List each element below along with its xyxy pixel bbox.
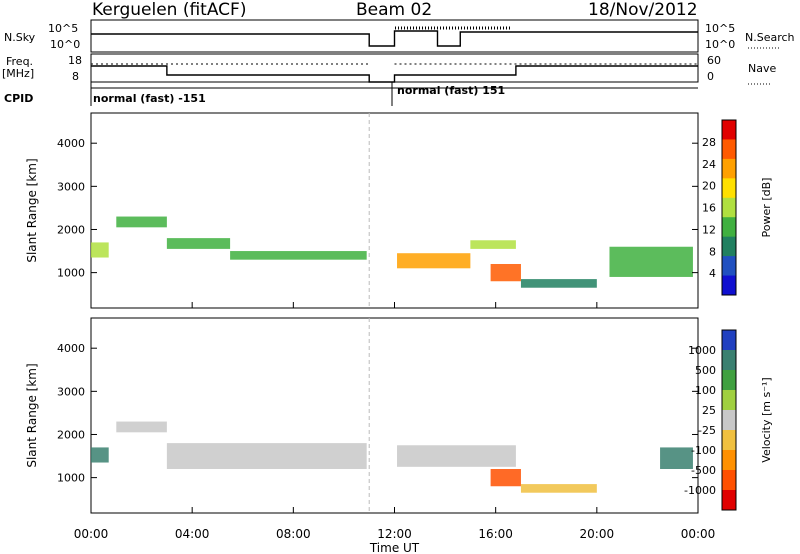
date-title: 18/Nov/2012 (588, 0, 698, 20)
power-y-tick-label: 3000 (57, 180, 85, 193)
power-colorbar-segment (722, 275, 736, 296)
power-echo-band (116, 216, 167, 228)
power-colorbar-segment (722, 217, 736, 238)
velocity-colorbar-tick-label: 500 (695, 364, 716, 377)
velocity-echo-band (660, 447, 693, 469)
velocity-y-tick-label: 4000 (57, 342, 85, 355)
velocity-echo-band (166, 443, 367, 469)
station-title: Kerguelen (fitACF) (92, 0, 247, 20)
x-tick-label: 08:00 (276, 527, 311, 541)
velocity-colorbar-label: Velocity [m s⁻¹] (760, 377, 773, 462)
velocity-colorbar-segment (722, 450, 736, 471)
power-colorbar-tick-label: 20 (702, 180, 716, 193)
nsearch-lo-tick: 10^0 (705, 38, 736, 51)
power-colorbar-segment (722, 158, 736, 179)
freq-label: Freq. (6, 55, 34, 68)
power-echo-band (230, 251, 367, 260)
x-tick-label: 12:00 (377, 527, 412, 541)
velocity-colorbar-segment (722, 350, 736, 371)
x-axis-label: Time UT (369, 541, 420, 554)
nave-lo-tick: 0 (707, 70, 714, 83)
power-y-axis-label: Slant Range [km] (25, 158, 39, 262)
nsky-lo-tick: 10^0 (50, 38, 81, 51)
power-colorbar-label: Power [dB] (760, 178, 773, 238)
velocity-panel (90, 317, 737, 514)
x-tick-label: 00:00 (74, 527, 109, 541)
velocity-y-tick-label: 1000 (57, 472, 85, 485)
velocity-y-tick-label: 3000 (57, 385, 85, 398)
power-colorbar-tick-label: 8 (709, 245, 716, 258)
power-colorbar-tick-label: 28 (702, 136, 716, 149)
x-tick-label: 16:00 (478, 527, 513, 541)
power-y-tick-label: 4000 (57, 137, 85, 150)
velocity-echo-band (490, 468, 521, 487)
velocity-colorbar-tick-label: 25 (702, 404, 716, 417)
nsky-hi-tick: 10^5 (48, 22, 79, 35)
velocity-colorbar-segment (722, 370, 736, 391)
velocity-colorbar-segment (722, 410, 736, 431)
power-echo-band (490, 263, 521, 282)
power-colorbar-tick-label: 16 (702, 202, 716, 215)
velocity-y-axis-label: Slant Range [km] (25, 363, 39, 467)
power-y-tick-label: 1000 (57, 267, 85, 280)
velocity-colorbar-frame (721, 329, 737, 511)
power-y-tick-label: 2000 (57, 223, 85, 236)
power-colorbar-frame (721, 119, 737, 296)
power-colorbar-segment (722, 236, 736, 257)
beam-title: Beam 02 (356, 0, 433, 20)
nsky-trace (91, 30, 698, 47)
power-echo-band (520, 279, 597, 288)
velocity-colorbar-tick-label: 1000 (688, 344, 716, 357)
velocity-colorbar-segment (722, 330, 736, 351)
nave-label: Nave (748, 62, 777, 75)
freq-hi-tick: 18 (68, 54, 82, 67)
velocity-echo-band (520, 484, 597, 493)
power-echo-band (470, 240, 516, 249)
velocity-colorbar-segment (722, 490, 736, 511)
power-plot-frame (90, 112, 699, 309)
velocity-plot-frame (90, 317, 699, 514)
power-echo-band (166, 238, 231, 249)
power-colorbar-tick-label: 12 (702, 223, 716, 236)
velocity-colorbar-segment (722, 470, 736, 491)
velocity-echo-band (397, 445, 516, 467)
velocity-colorbar-tick-label: -100 (691, 444, 716, 457)
x-tick-label: 00:00 (681, 527, 716, 541)
x-tick-label: 20:00 (580, 527, 615, 541)
power-colorbar-segment (722, 256, 736, 277)
velocity-echo-band (116, 421, 167, 433)
velocity-colorbar-tick-label: -500 (691, 464, 716, 477)
velocity-colorbar-segment (722, 430, 736, 451)
velocity-colorbar-tick-label: -25 (698, 424, 716, 437)
power-echo-band (609, 246, 693, 277)
power-colorbar-segment (722, 139, 736, 160)
power-colorbar-tick-label: 4 (709, 267, 716, 280)
cpid-segment-2: normal (fast) 151 (397, 84, 506, 97)
power-panel (90, 112, 737, 309)
nsearch-hi-tick: 10^5 (705, 22, 736, 35)
power-colorbar-tick-label: 24 (702, 158, 716, 171)
x-tick-label: 04:00 (175, 527, 210, 541)
freq-trace (91, 65, 698, 83)
power-colorbar-segment (722, 197, 736, 218)
nsky-panel-frame (90, 19, 699, 53)
velocity-echo-band (91, 447, 109, 463)
cpid-label: CPID (4, 92, 34, 105)
power-echo-band (397, 253, 471, 269)
nsky-label: N.Sky (4, 31, 36, 44)
velocity-colorbar-tick-label: 100 (695, 384, 716, 397)
nave-hi-tick: 60 (707, 54, 721, 67)
nsearch-label: N.Search (745, 31, 795, 44)
cpid-segment-1: normal (fast) -151 (93, 92, 206, 105)
power-colorbar-segment (722, 178, 736, 199)
freq-lo-tick: 8 (72, 70, 79, 83)
velocity-colorbar-segment (722, 390, 736, 411)
freq-unit-label: [MHz] (2, 67, 35, 80)
velocity-y-tick-label: 2000 (57, 428, 85, 441)
velocity-colorbar-tick-label: -1000 (684, 484, 716, 497)
power-colorbar-segment (722, 120, 736, 140)
power-echo-band (91, 242, 109, 258)
